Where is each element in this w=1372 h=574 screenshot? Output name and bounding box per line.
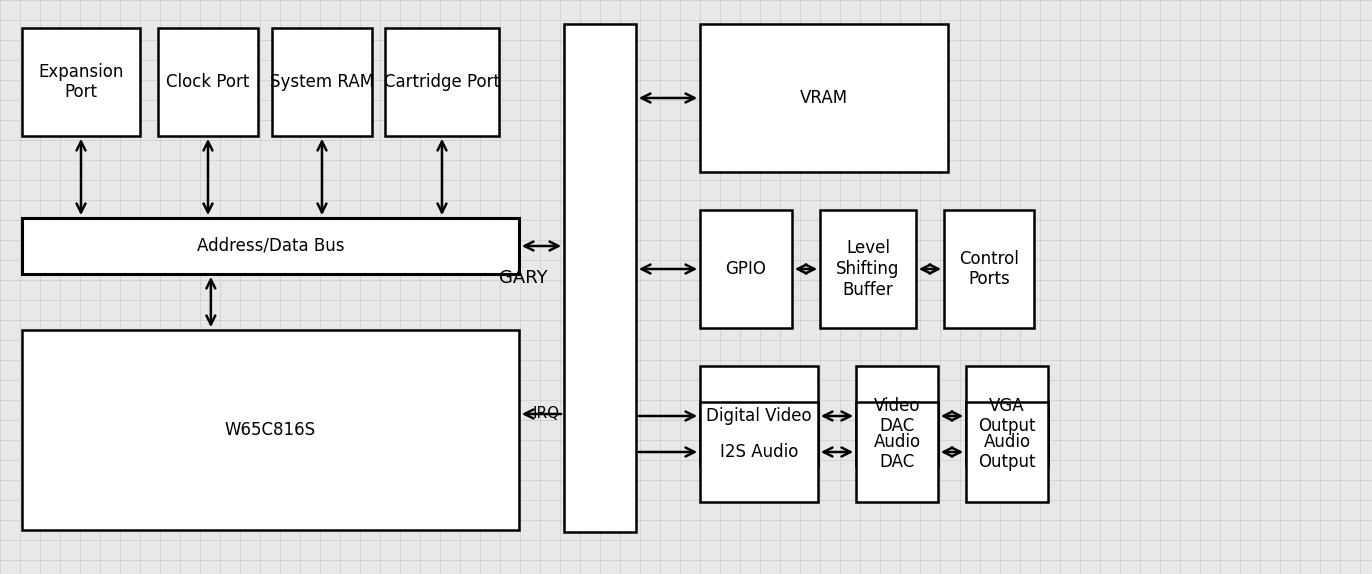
Bar xyxy=(966,402,1048,502)
Text: W65C816S: W65C816S xyxy=(225,421,316,439)
Bar xyxy=(22,218,519,274)
Text: IRQ: IRQ xyxy=(532,406,560,421)
Bar xyxy=(856,402,938,502)
Text: Digital Video: Digital Video xyxy=(707,407,812,425)
Text: Audio
Output: Audio Output xyxy=(978,433,1036,471)
Bar xyxy=(700,24,948,172)
Bar xyxy=(272,28,372,136)
Text: Expansion
Port: Expansion Port xyxy=(38,63,123,102)
Bar xyxy=(386,28,499,136)
Bar xyxy=(158,28,258,136)
Bar xyxy=(700,366,818,466)
Text: VGA
Output: VGA Output xyxy=(978,397,1036,436)
Text: Control
Ports: Control Ports xyxy=(959,250,1019,288)
Text: GARY: GARY xyxy=(499,269,547,287)
Text: System RAM: System RAM xyxy=(270,73,375,91)
Bar xyxy=(700,210,792,328)
Bar xyxy=(944,210,1034,328)
Text: Video
DAC: Video DAC xyxy=(874,397,921,436)
Bar xyxy=(700,402,818,502)
Text: Cartridge Port: Cartridge Port xyxy=(384,73,499,91)
Text: Clock Port: Clock Port xyxy=(166,73,250,91)
Text: GPIO: GPIO xyxy=(726,260,767,278)
Text: VRAM: VRAM xyxy=(800,89,848,107)
Bar xyxy=(820,210,916,328)
Text: Address/Data Bus: Address/Data Bus xyxy=(196,237,344,255)
Bar xyxy=(22,330,519,530)
Text: Audio
DAC: Audio DAC xyxy=(874,433,921,471)
Bar xyxy=(22,28,140,136)
Text: I2S Audio: I2S Audio xyxy=(720,443,799,461)
Bar xyxy=(856,366,938,466)
Text: Level
Shifting
Buffer: Level Shifting Buffer xyxy=(837,239,900,299)
Bar xyxy=(966,366,1048,466)
Bar xyxy=(564,24,637,532)
